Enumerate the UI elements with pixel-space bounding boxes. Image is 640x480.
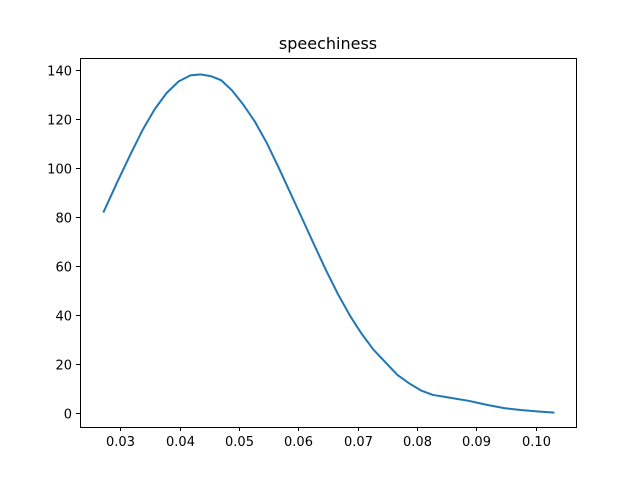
y-tick-label: 0 [64, 408, 72, 423]
x-tick-label: 0.09 [462, 435, 491, 450]
x-tick-label: 0.03 [106, 435, 135, 450]
x-tick-label: 0.04 [166, 435, 195, 450]
y-tick-label: 60 [55, 261, 72, 276]
x-tick-label: 0.10 [522, 435, 551, 450]
y-axis-ticks: 0 20 40 60 80 100 120 140 [47, 65, 80, 423]
x-tick-label: 0.06 [284, 435, 313, 450]
y-tick-label: 140 [47, 65, 72, 80]
y-tick-label: 40 [55, 310, 72, 325]
x-axis-ticks: 0.03 0.04 0.05 0.06 0.07 0.08 0.09 0.10 [106, 427, 551, 450]
series-layer [102, 73, 555, 414]
x-tick-label: 0.05 [225, 435, 254, 450]
chart-title: speechiness [279, 34, 377, 53]
y-tick-label: 80 [55, 212, 72, 227]
series-line [102, 73, 555, 414]
plot-area-frame [80, 58, 577, 428]
x-tick-label: 0.07 [344, 435, 373, 450]
x-tick-label: 0.08 [403, 435, 432, 450]
y-tick-label: 100 [47, 163, 72, 178]
y-tick-label: 20 [55, 359, 72, 374]
y-tick-label: 120 [47, 114, 72, 129]
